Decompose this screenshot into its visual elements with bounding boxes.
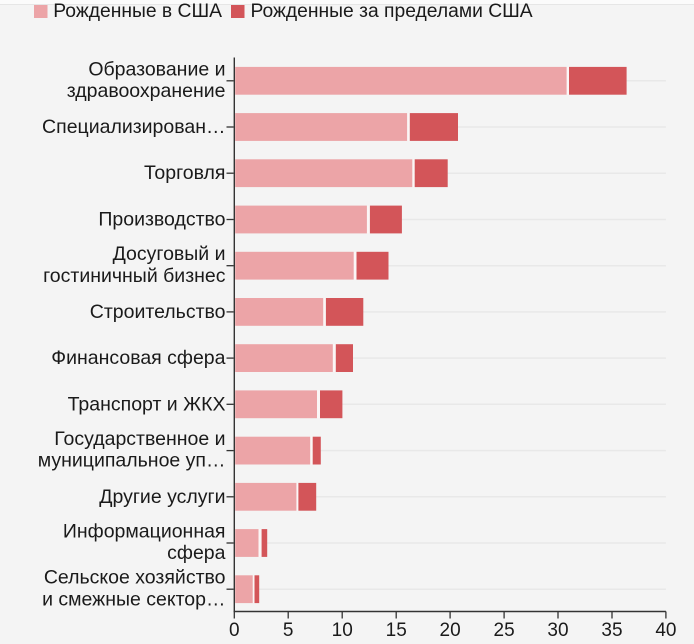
svg-text:5: 5 (283, 620, 294, 641)
svg-text:30: 30 (547, 620, 568, 641)
svg-text:Специализирован…: Специализирован… (42, 116, 225, 138)
svg-text:Рожденные за пределами США: Рожденные за пределами США (251, 1, 533, 22)
svg-text:10: 10 (332, 620, 353, 641)
svg-text:Информационная: Информационная (63, 521, 226, 543)
svg-text:здравоохранение: здравоохранение (67, 80, 226, 102)
svg-text:Рожденные в США: Рожденные в США (53, 1, 222, 22)
svg-text:Другие услуги: Другие услуги (99, 486, 225, 508)
svg-text:Образование и: Образование и (88, 58, 225, 80)
svg-text:35: 35 (601, 620, 622, 641)
svg-text:40: 40 (655, 620, 676, 641)
svg-text:Государственное и: Государственное и (54, 428, 225, 450)
svg-text:Торговля: Торговля (144, 162, 225, 184)
svg-text:Финансовая сфера: Финансовая сфера (51, 347, 225, 369)
svg-text:15: 15 (386, 620, 407, 641)
svg-text:Досуговый и: Досуговый и (113, 243, 226, 265)
svg-text:Производство: Производство (98, 209, 225, 231)
svg-text:0: 0 (229, 620, 240, 641)
svg-text:Строительство: Строительство (90, 301, 226, 323)
svg-text:и смежные сектор…: и смежные сектор… (42, 588, 225, 610)
svg-text:гостиничный бизнес: гостиничный бизнес (43, 265, 226, 287)
svg-text:муниципальное уп…: муниципальное уп… (38, 450, 226, 472)
svg-text:сфера: сфера (167, 542, 225, 564)
svg-text:Транспорт и ЖКХ: Транспорт и ЖКХ (68, 393, 226, 415)
svg-text:Сельское хозяйство: Сельское хозяйство (44, 567, 226, 589)
svg-text:20: 20 (440, 620, 461, 641)
svg-text:25: 25 (494, 620, 515, 641)
